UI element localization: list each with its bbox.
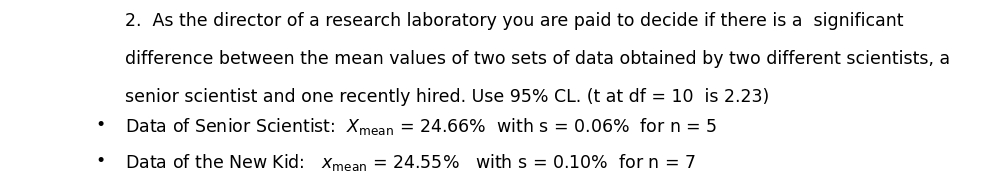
Text: •: • xyxy=(95,116,105,134)
Text: Data of the New Kid:   $x_{\mathrm{mean}}$ = 24.55%   with s = 0.10%  for n = 7: Data of the New Kid: $x_{\mathrm{mean}}$… xyxy=(125,152,696,173)
Text: difference between the mean values of two sets of data obtained by two different: difference between the mean values of tw… xyxy=(125,50,950,68)
Text: 2.  As the director of a research laboratory you are paid to decide if there is : 2. As the director of a research laborat… xyxy=(125,12,904,30)
Text: Data of Senior Scientist:  $X_{\mathrm{mean}}$ = 24.66%  with s = 0.06%  for n =: Data of Senior Scientist: $X_{\mathrm{me… xyxy=(125,116,717,137)
Text: senior scientist and one recently hired. Use 95% CL. (t at df = 10  is 2.23): senior scientist and one recently hired.… xyxy=(125,88,769,106)
Text: •: • xyxy=(95,152,105,170)
